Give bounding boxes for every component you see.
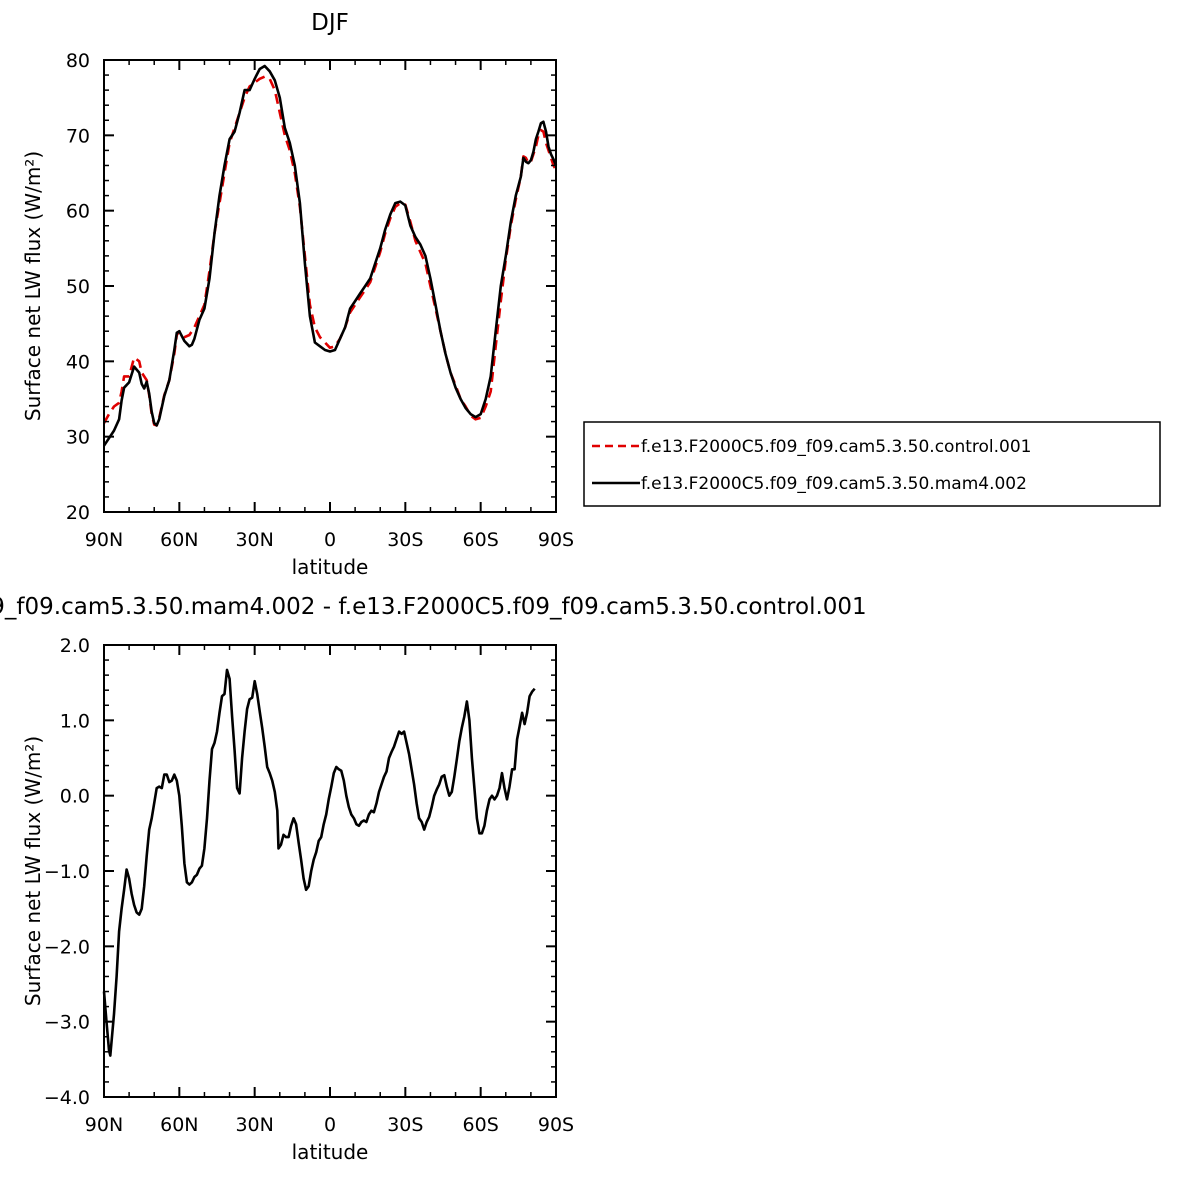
y-tick-label: 40 <box>66 351 90 373</box>
x-tick-label: 30N <box>235 1114 273 1136</box>
y-tick-label: −4.0 <box>44 1087 90 1109</box>
legend: f.e13.F2000C5.f09_f09.cam5.3.50.control.… <box>583 421 1161 507</box>
series-line-0-0 <box>102 75 558 427</box>
y-tick-label: 30 <box>66 427 90 449</box>
top-x-axis-label: latitude <box>292 555 369 579</box>
x-tick-label: 60N <box>160 529 198 551</box>
bottom-panel: f.e13.F2000C5.f09_f09.cam5.3.50.mam4.002… <box>0 594 867 1164</box>
y-tick-label: −3.0 <box>44 1012 90 1034</box>
y-tick-label: 1.0 <box>60 710 90 732</box>
series-line-0-1 <box>102 64 558 447</box>
top-y-axis-label: Surface net LW flux (W/m²) <box>21 151 45 421</box>
legend-label-mam4: f.e13.F2000C5.f09_f09.cam5.3.50.mam4.002 <box>641 474 1027 494</box>
y-tick-label: 80 <box>66 50 90 72</box>
legend-box <box>583 421 1161 507</box>
bottom-x-axis-label: latitude <box>292 1140 369 1164</box>
y-tick-label: 70 <box>66 125 90 147</box>
y-tick-label: 2.0 <box>60 635 90 657</box>
x-tick-label: 60N <box>160 1114 198 1136</box>
top-panel-title: DJF <box>311 10 349 36</box>
x-tick-label: 90N <box>85 1114 123 1136</box>
legend-label-control: f.e13.F2000C5.f09_f09.cam5.3.50.control.… <box>641 437 1032 457</box>
bottom-y-axis-label: Surface net LW flux (W/m²) <box>21 736 45 1006</box>
bottom-panel-title: f.e13.F2000C5.f09_f09.cam5.3.50.mam4.002… <box>0 594 867 620</box>
x-tick-label: 30S <box>387 529 423 551</box>
top-panel: DJF 90N 60N 30N 0 30S 60S 90S 20 30 40 50 60 70 80 la… <box>21 10 574 579</box>
y-tick-label: −2.0 <box>44 936 90 958</box>
x-tick-label: 60S <box>463 1114 499 1136</box>
x-tick-label: 0 <box>324 529 336 551</box>
x-tick-label: 30S <box>387 1114 423 1136</box>
x-tick-label: 60S <box>463 529 499 551</box>
y-tick-label: 60 <box>66 201 90 223</box>
y-tick-label: 20 <box>66 502 90 524</box>
x-tick-label: 90S <box>538 529 574 551</box>
x-tick-label: 0 <box>324 1114 336 1136</box>
x-tick-label: 30N <box>235 529 273 551</box>
y-tick-label: 0.0 <box>60 786 90 808</box>
top-plot-frame <box>103 59 557 513</box>
x-tick-label: 90S <box>538 1114 574 1136</box>
y-tick-label: −1.0 <box>44 861 90 883</box>
bottom-plot-frame <box>103 644 557 1098</box>
y-tick-label: 50 <box>66 276 90 298</box>
x-tick-label: 90N <box>85 529 123 551</box>
series-line-1-0 <box>102 668 536 1057</box>
